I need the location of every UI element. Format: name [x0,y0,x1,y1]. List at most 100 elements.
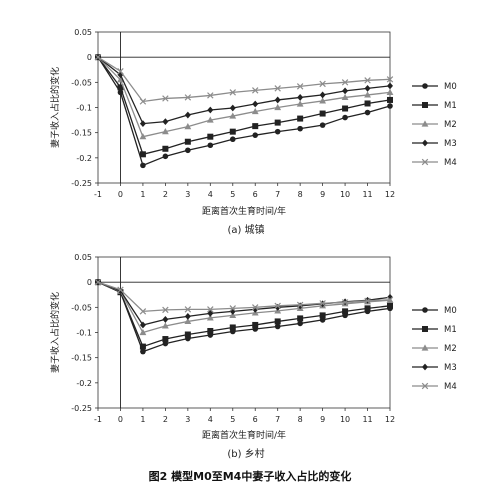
data-point-m1 [297,315,304,322]
legend-marker-m1 [422,102,428,108]
data-point-m3 [274,96,281,104]
panel-subtitle: (b) 乡村 [227,447,264,460]
data-point-m0 [140,348,146,355]
legend-label-m1: M1 [444,325,457,335]
x-tick-label: -1 [94,415,102,424]
x-tick-label: 0 [118,190,123,199]
data-point-m2 [364,91,371,98]
data-point-m1 [139,343,146,350]
legend-marker-m1 [422,326,428,332]
series-line-m1 [97,281,391,348]
data-point-m2 [161,322,169,329]
data-point-m4 [139,308,147,315]
series-line-m1 [97,56,391,156]
data-point-m1 [319,312,326,319]
series-line-m4 [97,56,391,103]
data-point-m2 [184,317,192,325]
data-point-m4 [341,79,349,86]
y-tick-label: -0.1 [76,104,92,113]
data-point-m2 [229,112,237,119]
data-point-m3 [139,321,146,329]
legend-marker-m4 [421,158,429,166]
data-point-m1 [387,96,393,103]
data-point-m4 [274,85,281,92]
data-point-m1 [319,110,326,117]
data-point-m1 [387,302,393,309]
data-point-m1 [342,308,349,315]
data-point-m4 [207,306,214,313]
data-point-m1 [184,138,191,145]
data-point-m1 [162,145,169,152]
x-tick-label: 10 [340,415,350,424]
data-point-m4 [296,83,304,90]
series-line-m2 [97,56,391,138]
legend-label-m1: M1 [444,101,457,111]
y-tick-label: 0 [87,278,92,287]
data-point-m4 [162,306,169,314]
data-point-m2 [296,100,304,107]
data-point-m3 [117,71,124,79]
data-point-m2 [206,116,214,123]
y-tick-label: -0.1 [76,329,92,338]
data-point-m3 [139,120,146,128]
panel-subtitle: (a) 城镇 [227,223,264,236]
data-point-m1 [229,324,236,331]
panel-b-chart: 0.050-0.05-0.1-0.15-0.2-0.25-1 0 1 2 3 4 5 6 7 8 9… [49,253,457,460]
x-tick-label: 8 [298,190,303,199]
data-point-m3 [229,104,236,112]
data-point-m2 [341,93,349,101]
series-line-m0 [97,56,391,167]
data-point-m0 [207,142,214,149]
data-point-m1 [364,100,371,107]
data-point-m4 [229,305,236,312]
data-point-m3 [252,100,259,108]
y-tick-label: 0.05 [74,28,92,37]
y-tick-label: 0.05 [74,253,92,262]
data-point-m4 [386,76,394,83]
data-point-m2 [139,328,147,336]
legend-marker-m3 [422,363,428,371]
data-point-m3 [162,316,169,323]
x-tick-label: 10 [340,190,350,199]
y-tick-label: -0.15 [71,354,92,363]
legend-marker-m2 [421,120,429,127]
x-tick-label: 1 [140,190,145,199]
data-point-m2 [161,128,169,135]
data-point-m1 [139,151,146,158]
x-tick-label: 7 [275,415,280,424]
data-point-m1 [342,105,349,112]
data-point-m4 [252,87,259,94]
data-point-m1 [184,331,191,338]
legend-label-m4: M4 [444,382,457,392]
data-point-m3 [319,91,326,99]
x-tick-label: 2 [163,415,168,424]
x-tick-label: 8 [298,415,303,424]
x-tick-label: 3 [185,415,190,424]
data-point-m0 [140,162,146,169]
legend-marker-m0 [422,307,428,313]
data-point-m0 [364,109,371,116]
y-tick-label: -0.05 [71,303,92,312]
data-point-m1 [252,321,259,328]
data-point-m0 [319,122,326,128]
data-point-m2 [386,88,394,95]
data-point-m0 [342,114,348,121]
data-point-m4 [364,77,371,84]
data-point-m3 [297,94,304,101]
x-tick-label: 3 [185,190,190,199]
data-point-m4 [296,301,304,309]
x-tick-label: -1 [94,190,102,199]
legend-marker-m3 [422,139,428,147]
data-point-m3 [342,87,349,95]
y-tick-label: -0.25 [71,404,92,413]
data-point-m0 [387,103,393,109]
data-point-m2 [229,311,237,318]
y-tick-label: -0.2 [76,154,92,163]
data-point-m3 [387,82,393,90]
x-tick-label: 12 [385,415,395,424]
y-tick-label: -0.2 [76,379,92,388]
data-point-m0 [185,147,191,154]
series-line-m2 [97,281,391,334]
series-line-m3 [97,56,391,125]
x-tick-label: 6 [253,415,258,424]
